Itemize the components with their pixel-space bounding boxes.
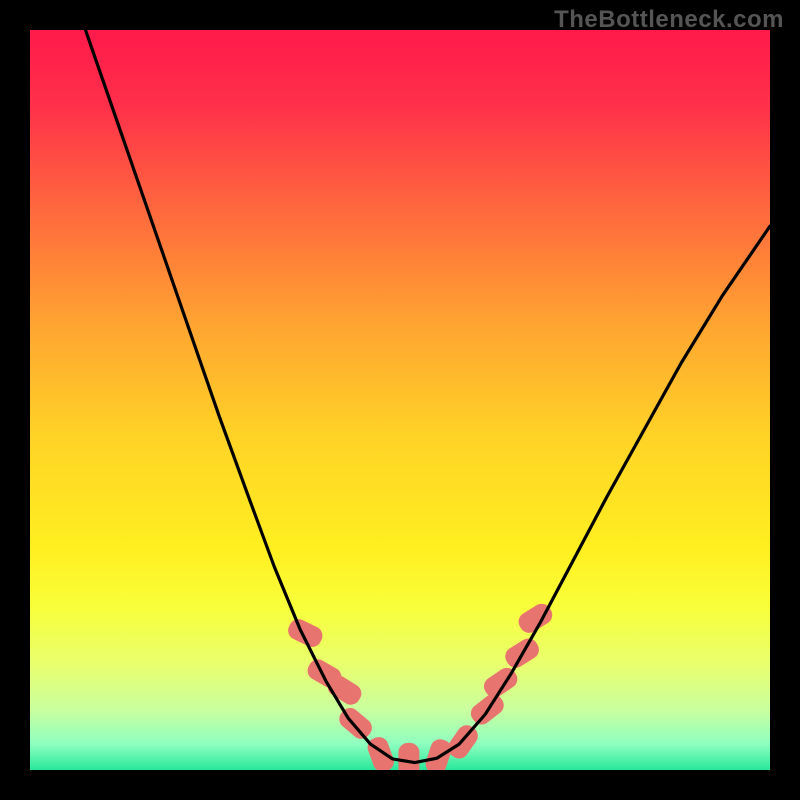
- curve-marker: [399, 743, 419, 770]
- border-bottom: [0, 770, 800, 800]
- bottleneck-curve: [86, 30, 771, 763]
- border-right: [770, 0, 800, 800]
- watermark-text: TheBottleneck.com: [554, 6, 784, 34]
- markers-group: [286, 601, 556, 770]
- curve-marker: [424, 737, 454, 770]
- chart-svg: [30, 30, 770, 770]
- border-left: [0, 0, 30, 800]
- plot-area: [30, 30, 770, 770]
- curve-marker: [286, 617, 325, 650]
- chart-frame: TheBottleneck.com: [0, 0, 800, 800]
